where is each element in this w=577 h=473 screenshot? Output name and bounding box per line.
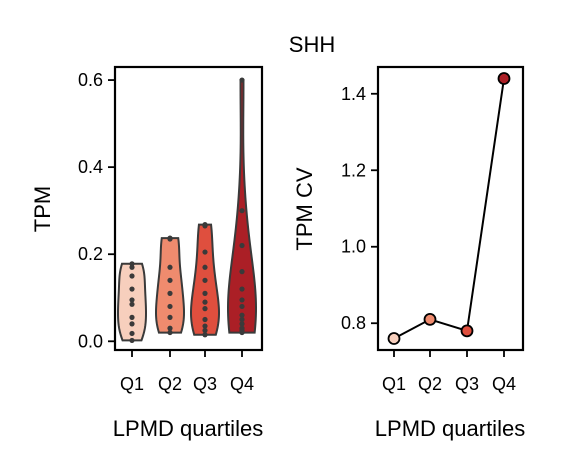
right-plot-frame bbox=[376, 65, 525, 352]
left-plot-frame bbox=[113, 65, 264, 352]
right-y-axis-label: TPM CV bbox=[292, 167, 317, 250]
violin-point-q3-3 bbox=[202, 316, 208, 323]
cv-point-q2 bbox=[423, 313, 437, 326]
violin-point-q3-0 bbox=[202, 332, 208, 338]
violin-point-q3-2 bbox=[202, 323, 208, 329]
left-x-tick-label-1: Q2 bbox=[158, 374, 182, 394]
right-x-axis-label: LPMD quartiles bbox=[375, 416, 525, 441]
violin-point-q2-6 bbox=[167, 264, 173, 270]
violin-point-q2-3 bbox=[167, 303, 173, 310]
violin-point-q2-2 bbox=[167, 314, 173, 320]
cv-point-q4 bbox=[497, 72, 511, 85]
cv-point-q1 bbox=[387, 332, 401, 345]
violin-point-q3-11 bbox=[202, 222, 208, 228]
violin-point-q2-1 bbox=[167, 325, 173, 331]
violin-point-q3-4 bbox=[202, 306, 208, 312]
violin-point-q1-2 bbox=[129, 321, 135, 327]
left-x-tick-label-0: Q1 bbox=[120, 374, 144, 394]
violin-point-q3-8 bbox=[202, 264, 208, 270]
violin-point-q2-4 bbox=[167, 290, 173, 296]
violin-point-q2-5 bbox=[167, 277, 173, 283]
violin-q2 bbox=[154, 237, 186, 334]
violin-point-q4-10 bbox=[239, 242, 245, 249]
right-y-tick-label-0: 0.8 bbox=[341, 313, 366, 333]
left-y-tick-label-3: 0.6 bbox=[78, 70, 103, 90]
violin-point-q4-12 bbox=[239, 77, 245, 83]
left-x-tick-label-3: Q4 bbox=[230, 374, 254, 394]
right-x-tick-label-1: Q2 bbox=[418, 374, 442, 394]
right-x-tick-label-2: Q3 bbox=[455, 374, 479, 394]
violin-point-q4-11 bbox=[239, 208, 245, 214]
left-x-tick-label-2: Q3 bbox=[193, 374, 217, 394]
cv-series-line bbox=[393, 78, 505, 340]
violin-point-q4-6 bbox=[239, 303, 245, 310]
violin-point-q1-6 bbox=[129, 286, 135, 292]
violin-point-q3-7 bbox=[202, 277, 208, 283]
left-y-axis-label: TPM bbox=[30, 186, 55, 232]
left-y-tick-label-1: 0.2 bbox=[78, 244, 103, 264]
violin-point-q4-7 bbox=[239, 297, 245, 303]
violin-q4 bbox=[226, 79, 258, 334]
violin-point-q1-1 bbox=[129, 330, 135, 337]
violin-point-q4-8 bbox=[239, 286, 245, 292]
violin-point-q4-2 bbox=[239, 325, 245, 331]
violin-point-q1-3 bbox=[129, 314, 135, 320]
right-y-tick-label-1: 1.0 bbox=[341, 237, 366, 257]
violin-point-q1-5 bbox=[129, 297, 135, 303]
violin-point-q3-1 bbox=[202, 327, 208, 334]
left-y-tick-label-0: 0.0 bbox=[78, 331, 103, 351]
right-x-tick-label-0: Q1 bbox=[382, 374, 406, 394]
violin-point-q4-5 bbox=[239, 312, 245, 318]
right-y-tick-label-2: 1.2 bbox=[341, 160, 366, 180]
violin-point-q4-4 bbox=[239, 316, 245, 323]
violin-point-q4-3 bbox=[239, 321, 245, 327]
right-x-tick-label-3: Q4 bbox=[492, 374, 516, 394]
figure-title: SHH bbox=[289, 32, 335, 57]
violin-point-q4-9 bbox=[239, 269, 245, 275]
violin-panel: 0.0 0.2 0.4 0.6 Q1 Q2 Q3 Q4 LPMD quartiles TPM bbox=[30, 65, 264, 441]
cv-line-panel: 0.8 1.0 1.2 1.4 Q1 Q2 Q3 Q4 LPMD quartiles TPM CV bbox=[292, 65, 525, 441]
violin-point-q1-0 bbox=[129, 337, 135, 344]
violin-point-q2-8 bbox=[167, 235, 173, 241]
violin-point-q3-9 bbox=[202, 249, 208, 255]
violin-point-q1-7 bbox=[129, 273, 135, 279]
violin-point-q1-4 bbox=[129, 301, 135, 307]
violin-point-q2-0 bbox=[167, 329, 173, 336]
left-x-axis-label: LPMD quartiles bbox=[113, 416, 263, 441]
cv-point-q3 bbox=[460, 324, 474, 338]
violin-point-q3-5 bbox=[202, 299, 208, 305]
violin-point-q3-6 bbox=[202, 290, 208, 296]
left-y-tick-label-2: 0.4 bbox=[78, 157, 103, 177]
violin-point-q1-9 bbox=[129, 261, 135, 267]
right-y-tick-label-3: 1.4 bbox=[341, 84, 366, 104]
